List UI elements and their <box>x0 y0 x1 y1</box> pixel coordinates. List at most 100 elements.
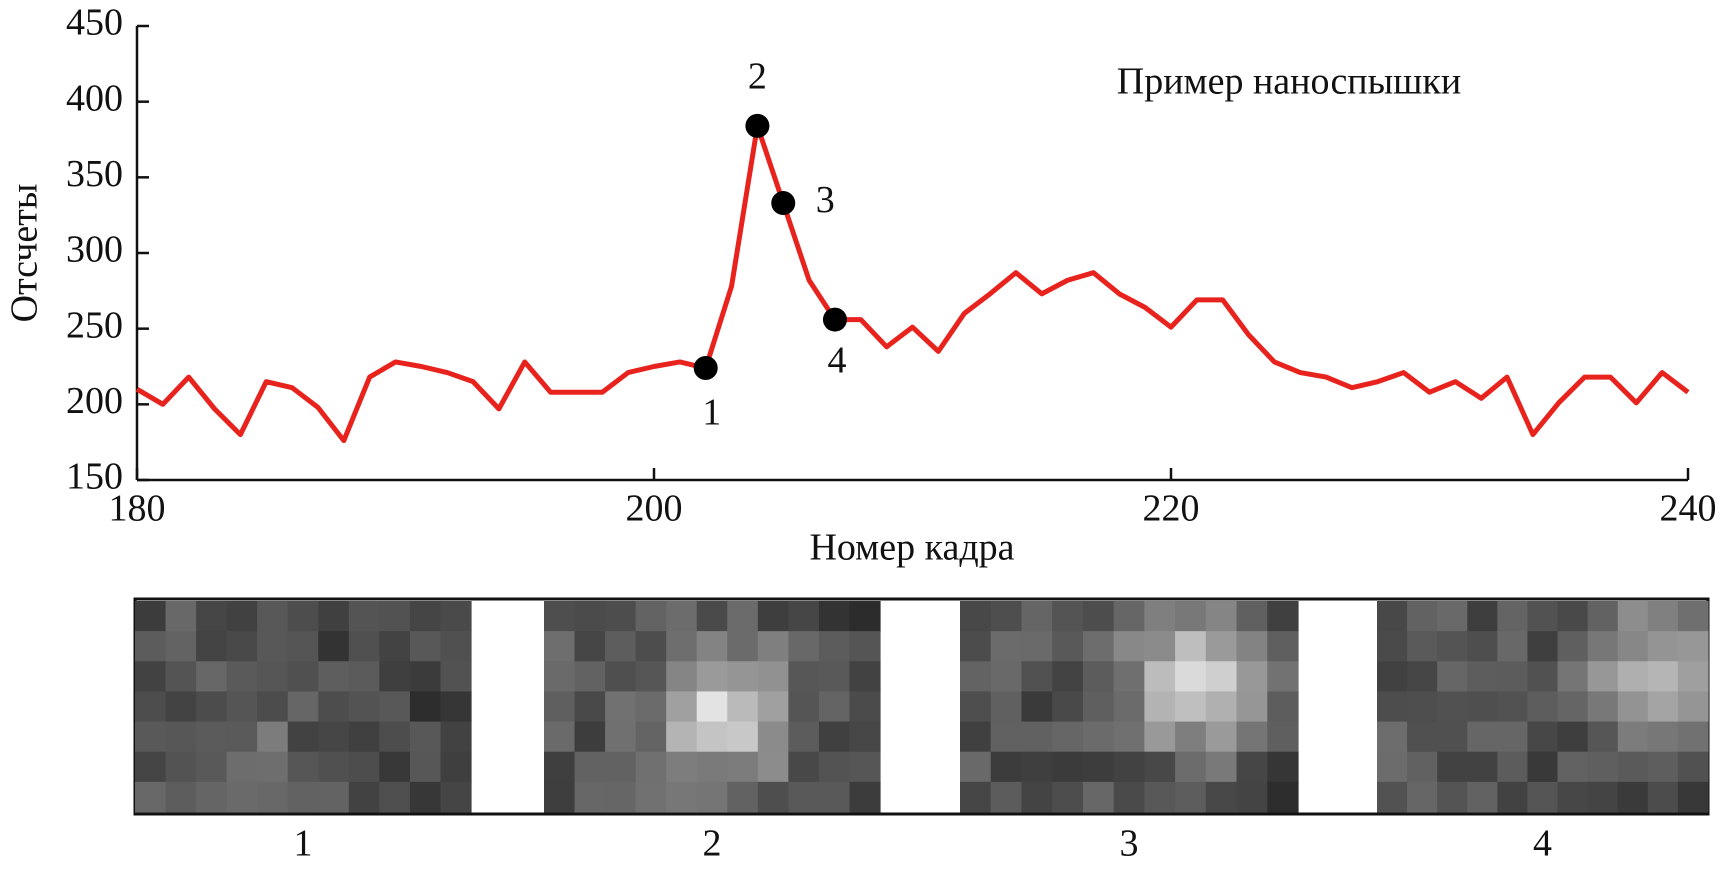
pixel <box>960 751 992 783</box>
y-tick-label: 250 <box>66 304 123 346</box>
pixel <box>696 781 728 813</box>
pixel <box>1267 721 1299 753</box>
pixel <box>1205 661 1238 693</box>
pixel <box>440 781 472 813</box>
y-tick-label: 150 <box>66 456 123 498</box>
pixel <box>287 781 319 813</box>
pixel <box>1497 751 1529 783</box>
pixel <box>348 601 380 632</box>
pixel <box>1144 781 1176 813</box>
pixel <box>635 691 667 723</box>
pixel <box>409 691 442 723</box>
pixel <box>135 601 167 632</box>
pixel <box>1617 781 1649 813</box>
pixel <box>1236 691 1268 723</box>
pixel <box>818 781 851 813</box>
pixel <box>318 601 350 632</box>
pixel <box>257 601 289 632</box>
pixel <box>1407 601 1438 632</box>
pixel <box>440 721 472 753</box>
pixel <box>1647 781 1679 813</box>
pixel <box>1647 691 1679 723</box>
pixel <box>818 751 851 783</box>
pixel <box>1175 661 1207 693</box>
pixel <box>1113 751 1145 783</box>
pixel <box>1082 751 1115 783</box>
pixel <box>635 631 667 662</box>
pixel <box>1677 781 1709 813</box>
panel-label: 3 <box>1120 823 1139 865</box>
pixel <box>727 631 759 662</box>
pixel <box>1587 751 1619 783</box>
pixel <box>318 751 350 783</box>
pixel <box>1175 601 1207 632</box>
pixel <box>757 601 789 632</box>
pixel <box>409 721 442 753</box>
pixel <box>1467 781 1498 813</box>
pixel <box>318 781 350 813</box>
marker-label: 3 <box>816 179 835 221</box>
pixel <box>1497 661 1529 693</box>
pixel <box>196 751 228 783</box>
pixel <box>696 691 728 723</box>
pixel <box>440 601 472 632</box>
marker-label: 2 <box>748 56 767 98</box>
pixel <box>1527 601 1559 632</box>
pixel <box>1082 691 1115 723</box>
pixel <box>960 601 992 632</box>
pixel <box>544 601 576 632</box>
pixel <box>165 601 197 632</box>
pixel <box>257 751 289 783</box>
pixel <box>757 781 789 813</box>
pixel <box>696 721 728 753</box>
pixel <box>165 751 197 783</box>
pixel <box>1377 631 1408 662</box>
pixel <box>1236 631 1268 662</box>
pixel <box>727 601 759 632</box>
y-axis-label: Отсчеты <box>4 184 46 323</box>
pixel <box>1144 631 1176 662</box>
pixel <box>1527 661 1559 693</box>
pixel <box>1467 661 1498 693</box>
pixel <box>1557 721 1589 753</box>
pixel <box>635 601 667 632</box>
pixel <box>1617 631 1649 662</box>
pixel <box>226 781 258 813</box>
pixel <box>1113 691 1145 723</box>
pixel <box>1587 661 1619 693</box>
pixel <box>1437 781 1468 813</box>
pixel <box>1144 751 1176 783</box>
pixel <box>1497 691 1529 723</box>
pixel <box>287 721 319 753</box>
pixel <box>1052 661 1084 693</box>
pixel <box>318 661 350 693</box>
pixel <box>727 781 759 813</box>
x-tick-label: 200 <box>626 488 683 530</box>
pixel <box>440 751 472 783</box>
pixel <box>666 601 698 632</box>
pixel <box>1377 721 1408 753</box>
pixel <box>818 631 851 662</box>
pixel <box>348 781 380 813</box>
pixel <box>1647 631 1679 662</box>
pixel <box>226 751 258 783</box>
pixel <box>1205 631 1238 662</box>
pixel <box>666 631 698 662</box>
pixel <box>318 631 350 662</box>
y-tick-label: 400 <box>66 77 123 119</box>
pixel <box>757 691 789 723</box>
pixel <box>635 781 667 813</box>
pixel <box>1052 691 1084 723</box>
pixel <box>960 631 992 662</box>
pixel <box>287 751 319 783</box>
pixel <box>1557 781 1589 813</box>
pixel <box>379 691 411 723</box>
pixel <box>348 751 380 783</box>
pixel <box>1467 691 1498 723</box>
pixel <box>257 661 289 693</box>
pixel <box>1205 601 1238 632</box>
pixel <box>1205 721 1238 753</box>
pixel <box>1587 601 1619 632</box>
pixel <box>379 781 411 813</box>
pixel <box>1236 721 1268 753</box>
